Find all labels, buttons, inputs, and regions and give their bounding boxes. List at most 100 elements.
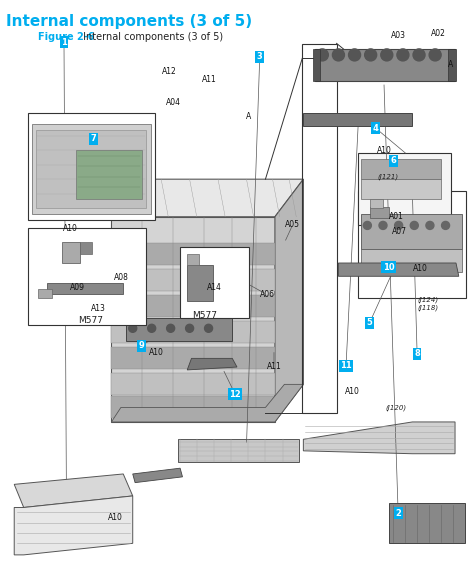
Polygon shape	[14, 474, 133, 507]
Text: A04: A04	[165, 98, 181, 108]
Polygon shape	[111, 396, 275, 418]
Polygon shape	[133, 468, 182, 483]
Text: Internal components (3 of 5): Internal components (3 of 5)	[80, 32, 223, 42]
Bar	[358, 153, 451, 225]
Circle shape	[365, 49, 377, 61]
Polygon shape	[111, 321, 275, 343]
Text: A14: A14	[207, 283, 222, 292]
Text: 8: 8	[414, 349, 420, 358]
Polygon shape	[111, 384, 303, 422]
Circle shape	[167, 324, 174, 332]
Polygon shape	[111, 217, 275, 422]
Text: A08: A08	[114, 273, 129, 282]
Polygon shape	[187, 254, 199, 265]
Text: Figure 2-6: Figure 2-6	[38, 32, 94, 42]
Text: A10: A10	[63, 224, 78, 233]
Circle shape	[397, 49, 409, 61]
Polygon shape	[32, 124, 151, 214]
Polygon shape	[62, 242, 80, 263]
Circle shape	[316, 49, 328, 61]
Polygon shape	[47, 283, 123, 294]
Polygon shape	[313, 49, 320, 81]
Polygon shape	[389, 503, 465, 543]
Polygon shape	[80, 242, 92, 254]
Text: (J124): (J124)	[418, 296, 439, 303]
Polygon shape	[370, 207, 389, 218]
Polygon shape	[187, 358, 237, 370]
Bar	[28, 113, 155, 220]
Circle shape	[442, 221, 449, 229]
Polygon shape	[275, 179, 303, 422]
Polygon shape	[315, 49, 455, 81]
Text: A06: A06	[260, 290, 275, 299]
Polygon shape	[303, 113, 412, 126]
Bar	[358, 191, 466, 298]
Polygon shape	[111, 295, 275, 317]
Text: A10: A10	[149, 348, 164, 357]
Circle shape	[395, 221, 402, 229]
Text: A07: A07	[392, 227, 407, 236]
Bar	[302, 44, 337, 413]
Circle shape	[186, 324, 193, 332]
Polygon shape	[370, 199, 383, 208]
Bar	[28, 228, 146, 325]
Text: A02: A02	[430, 29, 446, 38]
Text: 10: 10	[383, 262, 394, 272]
Polygon shape	[111, 243, 275, 265]
Text: Internal components (3 of 5): Internal components (3 of 5)	[6, 14, 252, 29]
Bar	[180, 247, 249, 318]
Circle shape	[426, 221, 434, 229]
Text: 12: 12	[229, 390, 241, 399]
Text: A: A	[447, 60, 453, 69]
Circle shape	[379, 221, 387, 229]
Polygon shape	[448, 49, 456, 81]
Text: 7: 7	[91, 134, 96, 143]
Text: A01: A01	[389, 212, 404, 221]
Circle shape	[332, 49, 345, 61]
Text: (J121): (J121)	[377, 173, 398, 180]
Text: A09: A09	[70, 283, 85, 292]
Polygon shape	[14, 496, 133, 555]
Polygon shape	[111, 179, 303, 217]
Text: 1: 1	[61, 38, 67, 47]
Polygon shape	[111, 269, 275, 291]
Text: A05: A05	[285, 220, 301, 229]
Polygon shape	[338, 263, 459, 276]
Text: A: A	[246, 112, 251, 121]
Circle shape	[410, 221, 418, 229]
Text: 6: 6	[391, 156, 396, 165]
Polygon shape	[36, 130, 146, 208]
Circle shape	[413, 49, 425, 61]
Text: A11: A11	[266, 362, 282, 371]
Polygon shape	[303, 422, 455, 454]
Text: (J120): (J120)	[386, 405, 407, 412]
Text: A03: A03	[391, 31, 406, 40]
Text: A10: A10	[412, 264, 428, 273]
Text: M577: M577	[79, 316, 103, 325]
Polygon shape	[178, 439, 299, 462]
Circle shape	[429, 49, 441, 61]
Text: 11: 11	[340, 361, 352, 370]
Polygon shape	[111, 347, 275, 369]
Text: A12: A12	[162, 66, 177, 76]
Text: (J118): (J118)	[418, 305, 439, 312]
Polygon shape	[361, 179, 441, 199]
Polygon shape	[38, 289, 52, 298]
Text: A13: A13	[91, 303, 106, 313]
Text: 4: 4	[373, 124, 379, 133]
Circle shape	[348, 49, 361, 61]
Polygon shape	[361, 214, 462, 249]
Polygon shape	[126, 318, 232, 341]
Text: A10: A10	[376, 146, 392, 155]
Circle shape	[381, 49, 393, 61]
Text: A11: A11	[202, 75, 217, 84]
Polygon shape	[111, 373, 275, 395]
Text: 5: 5	[367, 318, 373, 327]
Circle shape	[129, 324, 137, 332]
Text: A10: A10	[345, 387, 360, 397]
Polygon shape	[76, 150, 142, 199]
Circle shape	[205, 324, 212, 332]
Circle shape	[148, 324, 155, 332]
Text: M577: M577	[192, 311, 217, 320]
Text: 3: 3	[257, 52, 263, 61]
